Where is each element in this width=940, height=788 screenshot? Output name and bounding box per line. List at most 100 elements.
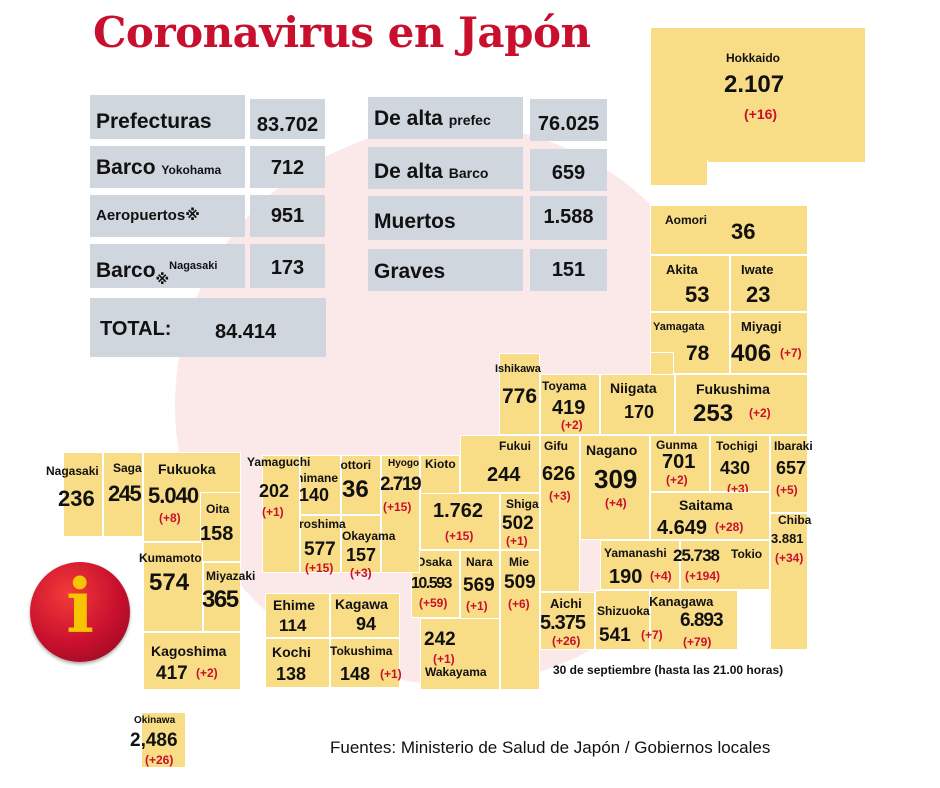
tottori-name: Tottori: [334, 458, 372, 472]
summary-total-label: TOTAL:: [100, 318, 172, 340]
prefecture-hokkaido: [650, 27, 866, 163]
prefecture-mie: [500, 550, 540, 690]
ishikawa-name: Ishikawa: [495, 363, 541, 375]
fukuoka-name: Fukuoka: [158, 461, 216, 477]
kioto-name: Kioto: [425, 457, 456, 471]
prefecture-kumamoto: [143, 542, 203, 632]
kagoshima-name: Kagoshima: [151, 643, 227, 659]
gunma-name: Gunma: [656, 438, 698, 452]
kagawa-value: 94: [356, 614, 377, 634]
prefecture-wakayama: [420, 618, 500, 690]
shimane-value: 140: [299, 485, 330, 505]
yamagata-name: Yamagata: [653, 321, 705, 333]
summary-muertos-label: Muertos: [368, 196, 523, 240]
kanagawa-value: 6.893: [680, 610, 724, 631]
osaka-delta: (+59): [419, 596, 448, 610]
kanagawa-delta: (+79): [683, 635, 712, 649]
summary-barco-nagasaki-label: Barco※Nagasaki: [90, 244, 245, 288]
okayama-delta: (+3): [350, 566, 372, 580]
prefecture-miyagi: [730, 312, 808, 374]
kagawa-name: Kagawa: [335, 596, 388, 612]
hokkaido-delta: (+16): [744, 106, 778, 122]
kumamoto-name: Kumamoto: [139, 551, 202, 565]
prefecture-hyogo: [381, 455, 420, 573]
shizuoka-delta: (+7): [641, 628, 663, 642]
prefecture-niigata-top: [650, 352, 674, 374]
gifu-delta: (+3): [549, 489, 571, 503]
kochi-name: Kochi: [272, 644, 311, 660]
toyama-name: Toyama: [542, 379, 587, 393]
prefecture-aomori: [650, 205, 808, 255]
tottori-value: 36: [342, 476, 369, 503]
yamanashi-value: 190: [609, 566, 643, 588]
miyagi-delta: (+7): [780, 346, 802, 360]
prefecture-iwate: [730, 255, 808, 312]
shiga-delta: (+1): [506, 534, 528, 548]
gifu-value: 626: [542, 463, 576, 485]
prefecture-kioto: [420, 493, 500, 550]
chiba-value: 3.881: [771, 531, 804, 546]
osaka-value: 10.593: [411, 575, 452, 592]
info-icon-letter: i: [65, 564, 95, 650]
kumamoto-value: 574: [149, 569, 190, 596]
hiroshima-value: 577: [304, 539, 336, 560]
fukushima-name: Fukushima: [696, 381, 770, 397]
prefecture-fukushima: [675, 374, 808, 435]
hyogo-delta: (+15): [383, 500, 412, 514]
yamagata-value: 78: [686, 342, 710, 365]
date-note: 30 de septiembre (hasta las 21.00 horas): [553, 663, 784, 677]
prefecture-saga: [103, 452, 143, 537]
nara-delta: (+1): [466, 599, 488, 613]
summary-barco-yokohama-label: Barco Yokohama: [90, 146, 245, 188]
prefecture-nagasaki: [63, 452, 103, 537]
prefecture-shiga: [500, 493, 540, 550]
prefecture-akita: [650, 255, 730, 312]
summary-alta-barco-value: 659: [530, 149, 607, 191]
okinawa-delta: (+26): [145, 753, 174, 767]
prefecture-fukui: [460, 435, 540, 493]
oita-value: 158: [200, 523, 234, 545]
aichi-delta: (+26): [552, 634, 581, 648]
page-title: Coronavirus en Japón: [93, 8, 591, 57]
gifu-name: Gifu: [544, 439, 568, 453]
prefecture-shizuoka: [595, 590, 650, 650]
okinawa-name: Okinawa: [134, 715, 176, 726]
nara-value: 569: [463, 575, 495, 596]
ishikawa-value: 776: [502, 385, 538, 408]
miyagi-name: Miyagi: [741, 319, 782, 334]
yamaguchi-value: 202: [259, 481, 290, 501]
kochi-value: 138: [276, 664, 307, 684]
okayama-name: Okayama: [342, 529, 396, 543]
prefecture-ibaraki: [770, 435, 808, 513]
prefecture-yamaguchi: [262, 455, 300, 573]
mie-name: Mie: [509, 555, 530, 569]
mie-value: 509: [504, 572, 536, 593]
tokio-delta: (+194): [685, 569, 721, 583]
tokushima-delta: (+1): [380, 667, 402, 681]
summary-aeropuertos-value: 951: [250, 195, 325, 237]
prefecture-gunma: [650, 435, 710, 492]
summary-graves-label: Graves: [368, 249, 523, 291]
wakayama-value: 242: [424, 629, 456, 650]
miyazaki-value: 365: [202, 586, 239, 613]
summary-alta-prefec-value: 76.025: [530, 99, 607, 141]
fukushima-delta: (+2): [749, 406, 771, 420]
prefecture-kanagawa: [650, 590, 738, 650]
prefecture-gifu: [540, 435, 580, 592]
hokkaido-name: Hokkaido: [726, 51, 781, 65]
summary-prefecturas-value: 83.702: [250, 99, 325, 139]
prefecture-nagano: [580, 435, 650, 540]
tokushima-value: 148: [340, 664, 371, 684]
shizuoka-value: 541: [599, 625, 631, 646]
prefecture-yamanashi: [600, 540, 680, 590]
prefecture-aichi: [540, 592, 595, 650]
kanagawa-name: Kanagawa: [649, 594, 714, 609]
summary-muertos-value: 1.588: [530, 196, 607, 240]
okinawa-value: 2,486: [130, 730, 178, 751]
tokio-value: 25.738: [673, 546, 720, 565]
ibaraki-name: Ibaraki: [774, 439, 813, 453]
tochigi-value: 430: [720, 458, 751, 478]
saitama-delta: (+28): [715, 520, 744, 534]
ehime-name: Ehime: [273, 597, 316, 613]
niigata-name: Niigata: [610, 380, 657, 396]
